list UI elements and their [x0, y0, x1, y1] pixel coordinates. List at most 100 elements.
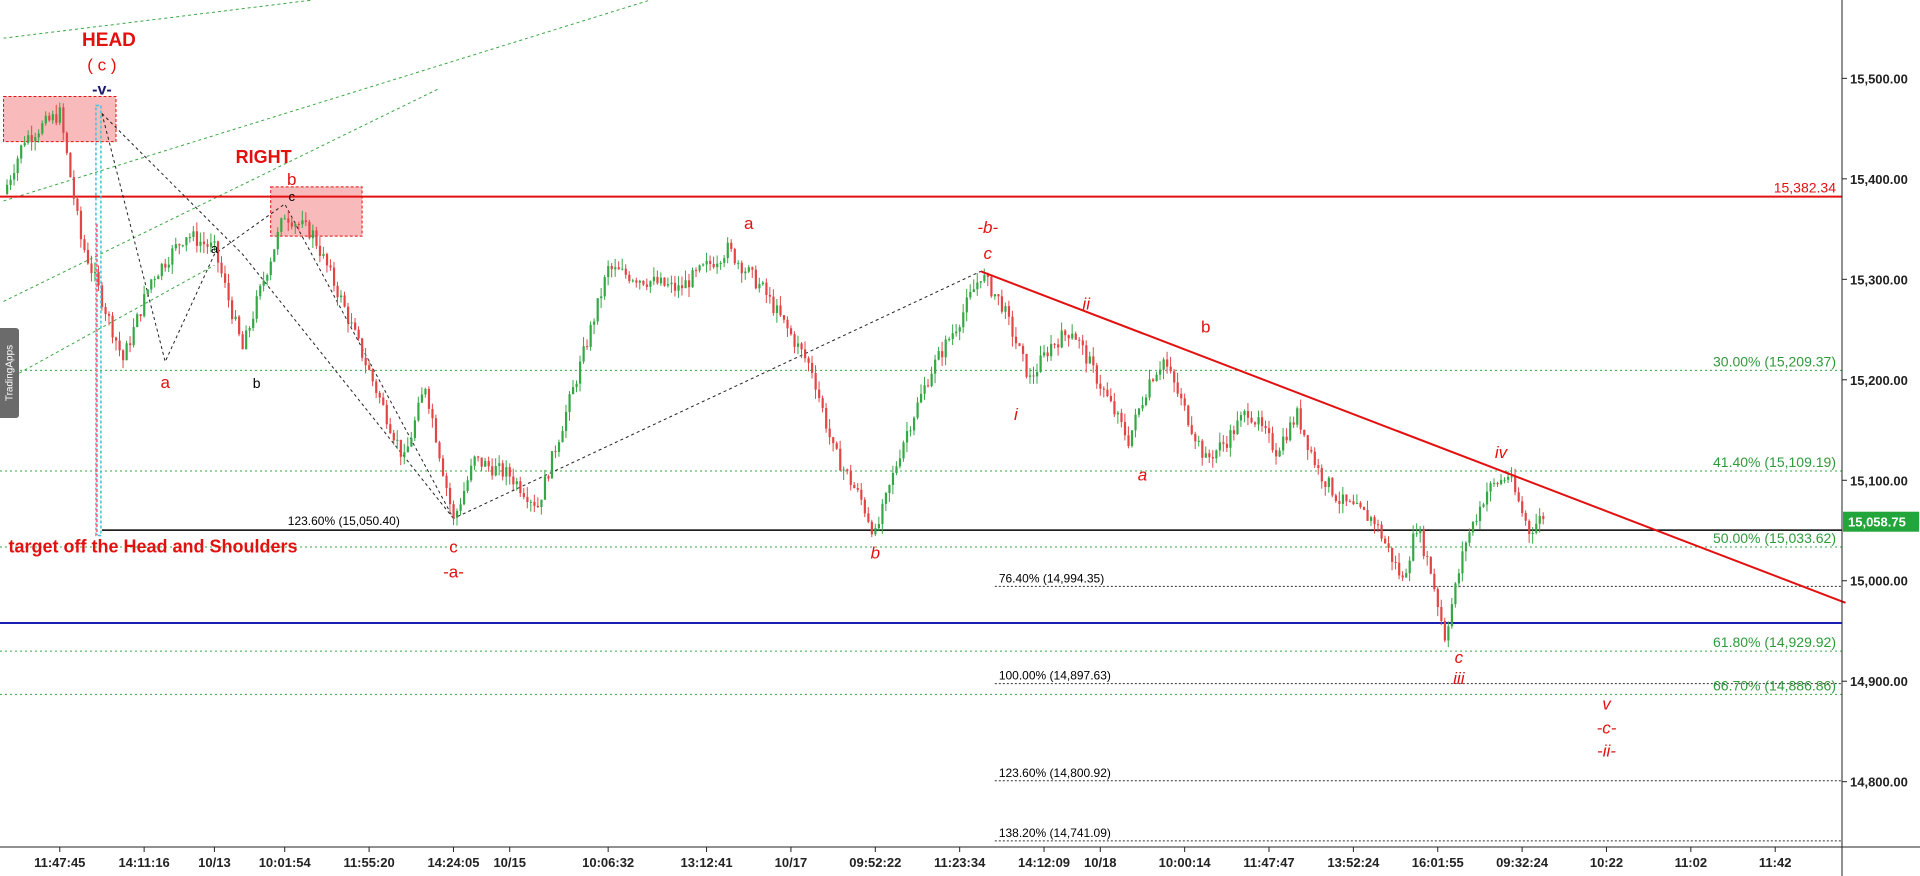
candle-body [1461, 551, 1464, 574]
candle-body [1268, 428, 1271, 434]
candle-body [375, 381, 378, 393]
candle-body [1141, 405, 1144, 409]
candle-body [624, 268, 627, 275]
wave-label: b [1201, 318, 1210, 337]
candle-body [818, 389, 821, 399]
x-tick-label: 10:00:14 [1159, 855, 1212, 870]
candle-body [420, 394, 424, 403]
brand-tab[interactable]: TradingApps [0, 328, 19, 418]
candle-body [178, 244, 181, 246]
candle-body [965, 297, 968, 313]
candle-body [515, 481, 518, 485]
candle-body [526, 496, 529, 503]
candle-body [923, 385, 926, 394]
y-tick-label: 15,100.00 [1850, 473, 1908, 488]
candle-body [361, 338, 364, 358]
candle-body [642, 280, 645, 285]
candle-body [1127, 435, 1130, 446]
wave-label: v [1602, 694, 1612, 713]
candle-body [1320, 467, 1323, 482]
candle-body [174, 244, 177, 249]
candle-body [1078, 339, 1081, 341]
candle-body [1046, 352, 1049, 357]
x-tick-label: 10:01:54 [259, 855, 312, 870]
candle-body [941, 351, 944, 358]
candle-body [571, 387, 575, 395]
candle-body [1485, 491, 1489, 505]
candle-body [849, 471, 852, 485]
candle-body [1369, 517, 1373, 521]
candle-body [902, 442, 905, 459]
candle-body [1085, 345, 1088, 364]
candle-body [477, 456, 480, 458]
candle-body [740, 262, 743, 274]
candle-body [146, 289, 149, 295]
candle-body [318, 245, 322, 256]
horizontal-lines: 15,382.34 [0, 180, 1842, 624]
wave-label: RIGHT [236, 147, 292, 167]
candle-body [1299, 408, 1302, 430]
wave-label: iv [1495, 443, 1509, 462]
candle-body [470, 465, 473, 481]
candle-body [136, 314, 139, 327]
candle-body [494, 465, 497, 476]
candle-body [1352, 501, 1355, 505]
candle-body [424, 388, 427, 395]
candle-body [670, 282, 673, 285]
candle-body [550, 451, 554, 479]
candle-body [1088, 356, 1091, 364]
candle-body [1524, 513, 1527, 521]
candle-body [744, 271, 747, 274]
candle-body [90, 263, 93, 273]
candle-body [304, 220, 308, 222]
candle-body [473, 456, 476, 466]
candle-body [659, 277, 663, 284]
candle-body [1176, 382, 1179, 394]
candle-body [44, 115, 47, 124]
wave-label: -ii- [1597, 742, 1616, 761]
candle-body [1000, 296, 1004, 312]
candle-body [589, 324, 592, 347]
candle-body [1032, 375, 1035, 377]
x-tick-label: 10:06:32 [582, 855, 634, 870]
candle-body [93, 271, 97, 273]
candle-body [269, 261, 272, 276]
candle-body [301, 220, 304, 225]
candle-body [856, 487, 859, 490]
y-tick-label: 15,000.00 [1850, 574, 1908, 589]
candle-body [1391, 547, 1394, 562]
candle-body [1517, 492, 1520, 502]
candle-body [547, 476, 550, 479]
wave-label: -b- [977, 218, 998, 237]
candle-body [480, 457, 483, 467]
candle-body [1405, 573, 1408, 578]
candle-body [1021, 345, 1025, 354]
candle-body [1503, 479, 1506, 481]
candle-body [72, 177, 76, 199]
candle-body [23, 142, 26, 146]
candle-body [916, 402, 919, 418]
candle-body [115, 337, 118, 341]
x-tick-label: 14:11:16 [118, 855, 169, 870]
candle-body [65, 132, 68, 153]
wave-label: a [211, 241, 219, 256]
candle-body [280, 218, 283, 232]
candle-body [842, 469, 845, 471]
wave-label: iii [1453, 669, 1466, 688]
candle-body [1173, 371, 1176, 383]
candle-body [1359, 502, 1362, 508]
candle-body [287, 218, 290, 223]
candle-body [122, 350, 125, 361]
candle-body [157, 276, 160, 280]
candle-body [832, 437, 835, 444]
candle-body [195, 231, 199, 246]
candle-body [638, 280, 641, 283]
candle-body [1331, 477, 1334, 496]
candle-body [1039, 355, 1042, 372]
candle-body [1109, 396, 1113, 402]
candle-body [69, 152, 72, 178]
fib-label: 100.00% (14,897.63) [999, 669, 1111, 683]
candle-body [1296, 408, 1299, 425]
candle-body [164, 263, 167, 268]
